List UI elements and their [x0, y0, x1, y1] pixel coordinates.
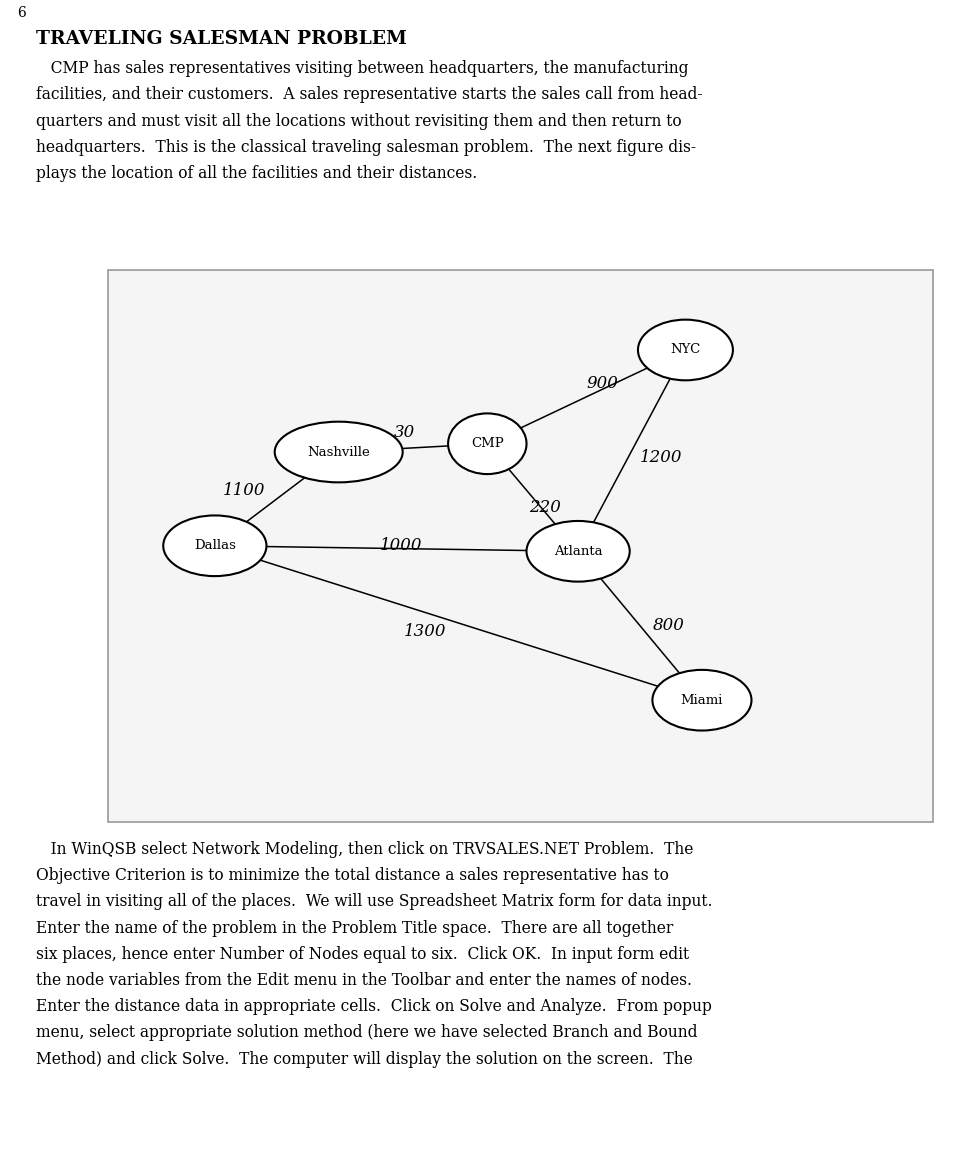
- Ellipse shape: [653, 670, 752, 731]
- Text: CMP has sales representatives visiting between headquarters, the manufacturing: CMP has sales representatives visiting b…: [36, 60, 689, 77]
- Ellipse shape: [275, 422, 402, 483]
- Text: 1100: 1100: [223, 483, 265, 499]
- FancyBboxPatch shape: [108, 270, 933, 822]
- Text: 1300: 1300: [404, 623, 446, 640]
- Text: 30: 30: [395, 424, 416, 441]
- Text: quarters and must visit all the locations without revisiting them and then retur: quarters and must visit all the location…: [36, 113, 683, 130]
- Text: the node variables from the Edit menu in the Toolbar and enter the names of node: the node variables from the Edit menu in…: [36, 972, 692, 989]
- Text: 220: 220: [529, 499, 561, 516]
- Text: 900: 900: [587, 375, 619, 392]
- Ellipse shape: [638, 319, 732, 380]
- Text: Objective Criterion is to minimize the total distance a sales representative has: Objective Criterion is to minimize the t…: [36, 867, 669, 885]
- Text: Dallas: Dallas: [194, 539, 236, 553]
- Ellipse shape: [163, 516, 267, 576]
- Text: 1000: 1000: [379, 538, 421, 554]
- Text: Method) and click Solve.  The computer will display the solution on the screen. : Method) and click Solve. The computer wi…: [36, 1050, 693, 1067]
- Text: CMP: CMP: [471, 438, 504, 450]
- Text: Atlanta: Atlanta: [554, 545, 603, 557]
- Text: menu, select appropriate solution method (here we have selected Branch and Bound: menu, select appropriate solution method…: [36, 1025, 698, 1041]
- Text: 6: 6: [17, 6, 26, 21]
- Text: Miami: Miami: [681, 694, 723, 707]
- Text: Nashville: Nashville: [307, 446, 370, 458]
- Text: 1200: 1200: [639, 449, 682, 466]
- Text: travel in visiting all of the places.  We will use Spreadsheet Matrix form for d: travel in visiting all of the places. We…: [36, 894, 713, 910]
- Ellipse shape: [448, 414, 526, 475]
- Text: plays the location of all the facilities and their distances.: plays the location of all the facilities…: [36, 165, 478, 183]
- Text: six places, hence enter Number of Nodes equal to six.  Click OK.  In input form : six places, hence enter Number of Nodes …: [36, 946, 689, 963]
- Text: 800: 800: [653, 617, 684, 634]
- Text: NYC: NYC: [670, 344, 701, 356]
- Text: Enter the name of the problem in the Problem Title space.  There are all togethe: Enter the name of the problem in the Pro…: [36, 919, 674, 936]
- Ellipse shape: [526, 520, 630, 581]
- Text: headquarters.  This is the classical traveling salesman problem.  The next figur: headquarters. This is the classical trav…: [36, 139, 697, 156]
- Text: Enter the distance data in appropriate cells.  Click on Solve and Analyze.  From: Enter the distance data in appropriate c…: [36, 998, 712, 1016]
- Text: In WinQSB select Network Modeling, then click on TRVSALES.NET Problem.  The: In WinQSB select Network Modeling, then …: [36, 841, 694, 858]
- Text: facilities, and their customers.  A sales representative starts the sales call f: facilities, and their customers. A sales…: [36, 86, 703, 103]
- Text: TRAVELING SALESMAN PROBLEM: TRAVELING SALESMAN PROBLEM: [36, 30, 407, 48]
